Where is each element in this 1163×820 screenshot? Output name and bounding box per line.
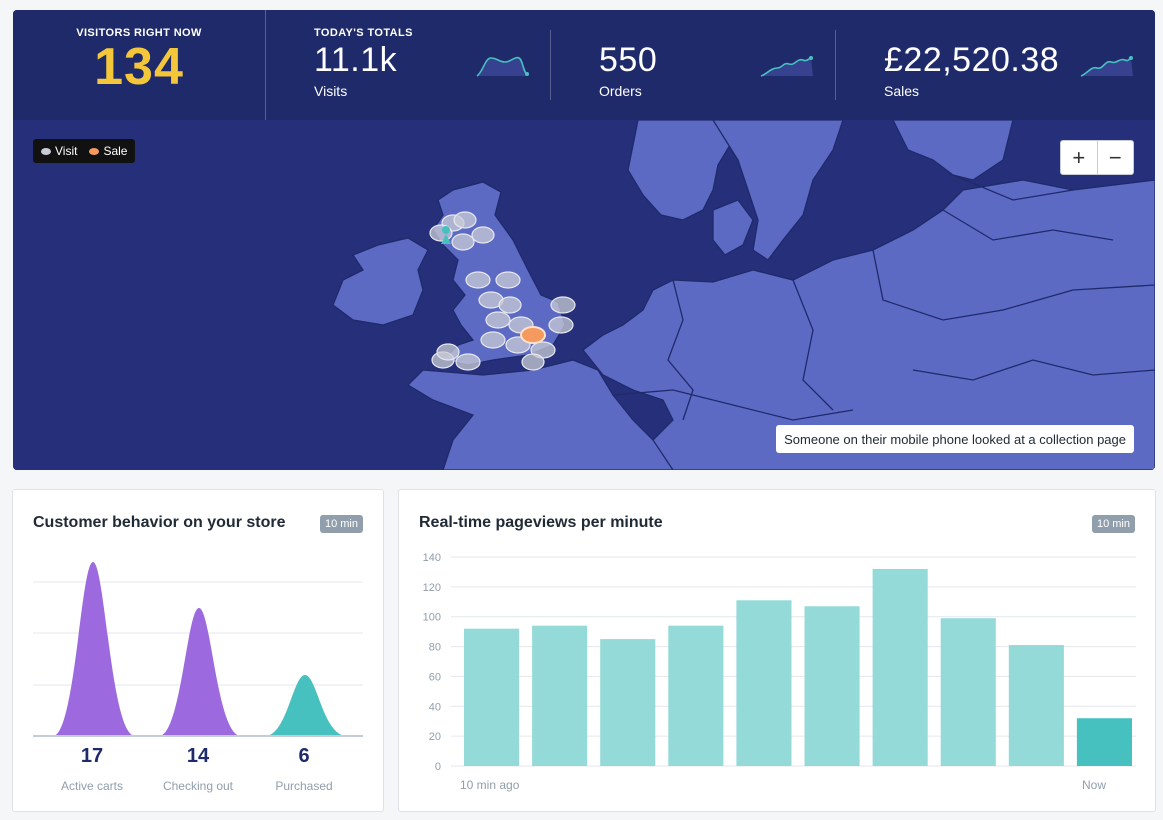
visitors-now: VISITORS RIGHT NOW 134 [13,10,266,120]
zoom-in-button[interactable]: + [1061,141,1098,174]
purchased-peak [265,675,347,736]
pageview-bar[interactable] [1076,718,1132,766]
legend-visit: Visit [41,144,77,158]
visits-stat: 11.1k Visits [314,40,397,112]
stat-divider [550,30,551,100]
visit-dot-icon [41,148,51,155]
checking-out-value: 14 [186,745,210,767]
pageview-bar[interactable] [736,600,792,766]
pageviews-time-badge: 10 min [1091,515,1135,533]
sales-value: £22,520.38 [884,41,1060,79]
pageview-bar[interactable] [532,625,588,766]
active-carts-value: 17 [80,745,104,767]
behavior-title: Customer behavior on your store [33,514,286,531]
pageview-bar[interactable] [804,606,860,766]
sale-marker [520,326,546,344]
y-tick-label: 60 [429,671,441,683]
orders-stat: 550 Orders [599,40,657,112]
legend-sale: Sale [89,144,127,158]
checking-out-peak [159,608,241,736]
pageview-bar[interactable] [668,625,724,766]
pageview-bar[interactable] [1008,645,1064,766]
visitors-label: VISITORS RIGHT NOW [76,27,202,39]
purchased-label: Purchased [275,779,333,793]
behavior-time-badge: 10 min [319,515,363,533]
pageview-bar[interactable] [940,618,996,766]
visitors-value: 134 [94,38,184,96]
y-tick-label: 140 [423,552,441,564]
checking-out-label: Checking out [162,779,234,793]
stats-bar: VISITORS RIGHT NOW 134 TODAY'S TOTALS 11… [13,10,1155,120]
pageviews-card: Real-time pageviews per minute 10 min 0 2… [398,489,1156,812]
map-legend: Visit Sale [33,139,136,163]
visits-value: 11.1k [314,41,398,79]
y-tick-label: 0 [435,761,441,773]
pageview-bar[interactable] [464,628,520,766]
sales-sparkline [1080,56,1133,77]
activity-notification: Someone on their mobile phone looked at … [776,425,1134,453]
pageviews-title: Real-time pageviews per minute [419,514,663,531]
visits-caption: Visits [314,83,348,99]
orders-caption: Orders [599,83,642,99]
europe-map [332,120,1155,470]
pageviews-chart: 0 20 40 60 80 100 120 140 [423,552,1136,773]
y-tick-label: 80 [429,642,441,654]
behavior-chart [33,562,363,737]
live-view-panel: VISITORS RIGHT NOW 134 TODAY'S TOTALS 11… [13,10,1155,470]
live-map[interactable]: Visit Sale + − Someone on their mobile p… [13,120,1155,470]
purchased-value: 6 [298,745,310,767]
y-tick-label: 20 [429,731,441,743]
zoom-controls: + − [1060,140,1134,175]
stat-divider [835,30,836,100]
x-axis-start-label: 10 min ago [460,778,520,792]
y-tick-label: 100 [423,612,441,624]
y-tick-label: 40 [429,701,441,713]
sales-stat: £22,520.38 Sales [884,40,1059,112]
y-tick-label: 120 [423,582,441,594]
orders-sparkline [760,56,813,77]
customer-behavior-card: Customer behavior on your store 10 min 1… [12,489,384,812]
sales-caption: Sales [884,83,920,99]
sale-dot-icon [89,148,100,155]
active-carts-label: Active carts [60,779,123,793]
x-axis-end-label: Now [1082,778,1107,792]
orders-value: 550 [599,41,658,79]
visits-sparkline [476,56,529,77]
active-carts-peak [53,562,135,736]
pageview-bar[interactable] [872,568,928,766]
pageview-bar[interactable] [600,639,656,766]
zoom-out-button[interactable]: − [1108,144,1122,170]
todays-totals-label: TODAY'S TOTALS [314,27,413,39]
